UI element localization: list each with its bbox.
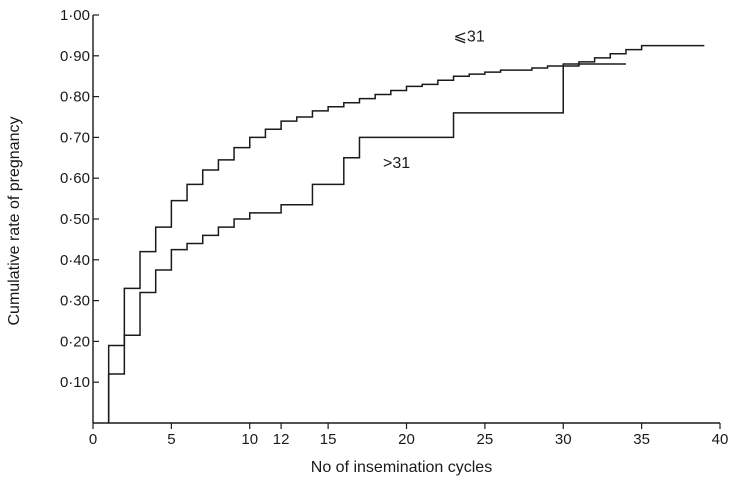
y-tick-label: 0·30 [60,293,90,310]
y-tick-label: 0·50 [60,211,90,228]
x-tick-label: 20 [398,431,415,448]
axes [92,15,720,424]
y-tick-label: 0·70 [60,129,90,146]
y-tick-label: 0·40 [60,252,90,269]
series-layer: ⩽31 >31 [107,29,705,423]
y-tick-label: 0·20 [60,333,90,350]
y-tick-label: 0·90 [60,48,90,65]
x-tick-label: 12 [273,431,290,448]
x-tick-label: 25 [477,431,494,448]
x-tick-label: 10 [241,431,258,448]
y-tick-label: 0·10 [60,374,90,391]
x-tick-label: 5 [167,431,175,448]
y-axis-title: Cumulative rate of pregnancy [6,117,23,326]
series-line-1 [107,44,705,423]
x-tick-label: 0 [89,431,97,448]
x-tick-label: 35 [633,431,650,448]
x-axis-title: No of insemination cycles [311,459,492,476]
y-tick-label: 0·60 [60,170,90,187]
x-tick-label: 15 [320,431,337,448]
series-line-2 [107,63,626,423]
y-tick-label: 1·00 [60,7,90,24]
y-axis-ticks: 0·10 0·20 0·30 0·40 0·50 0·60 0·70 0·80 0·90 1·00 [60,7,99,391]
x-axis-ticks: 0 5 10 12 15 20 25 30 35 40 [89,423,729,448]
series-label-2: >31 [383,155,410,172]
x-tick-label: 30 [555,431,572,448]
series-label-1: ⩽31 [454,29,485,46]
y-tick-label: 0·80 [60,89,90,106]
x-tick-label: 40 [712,431,729,448]
